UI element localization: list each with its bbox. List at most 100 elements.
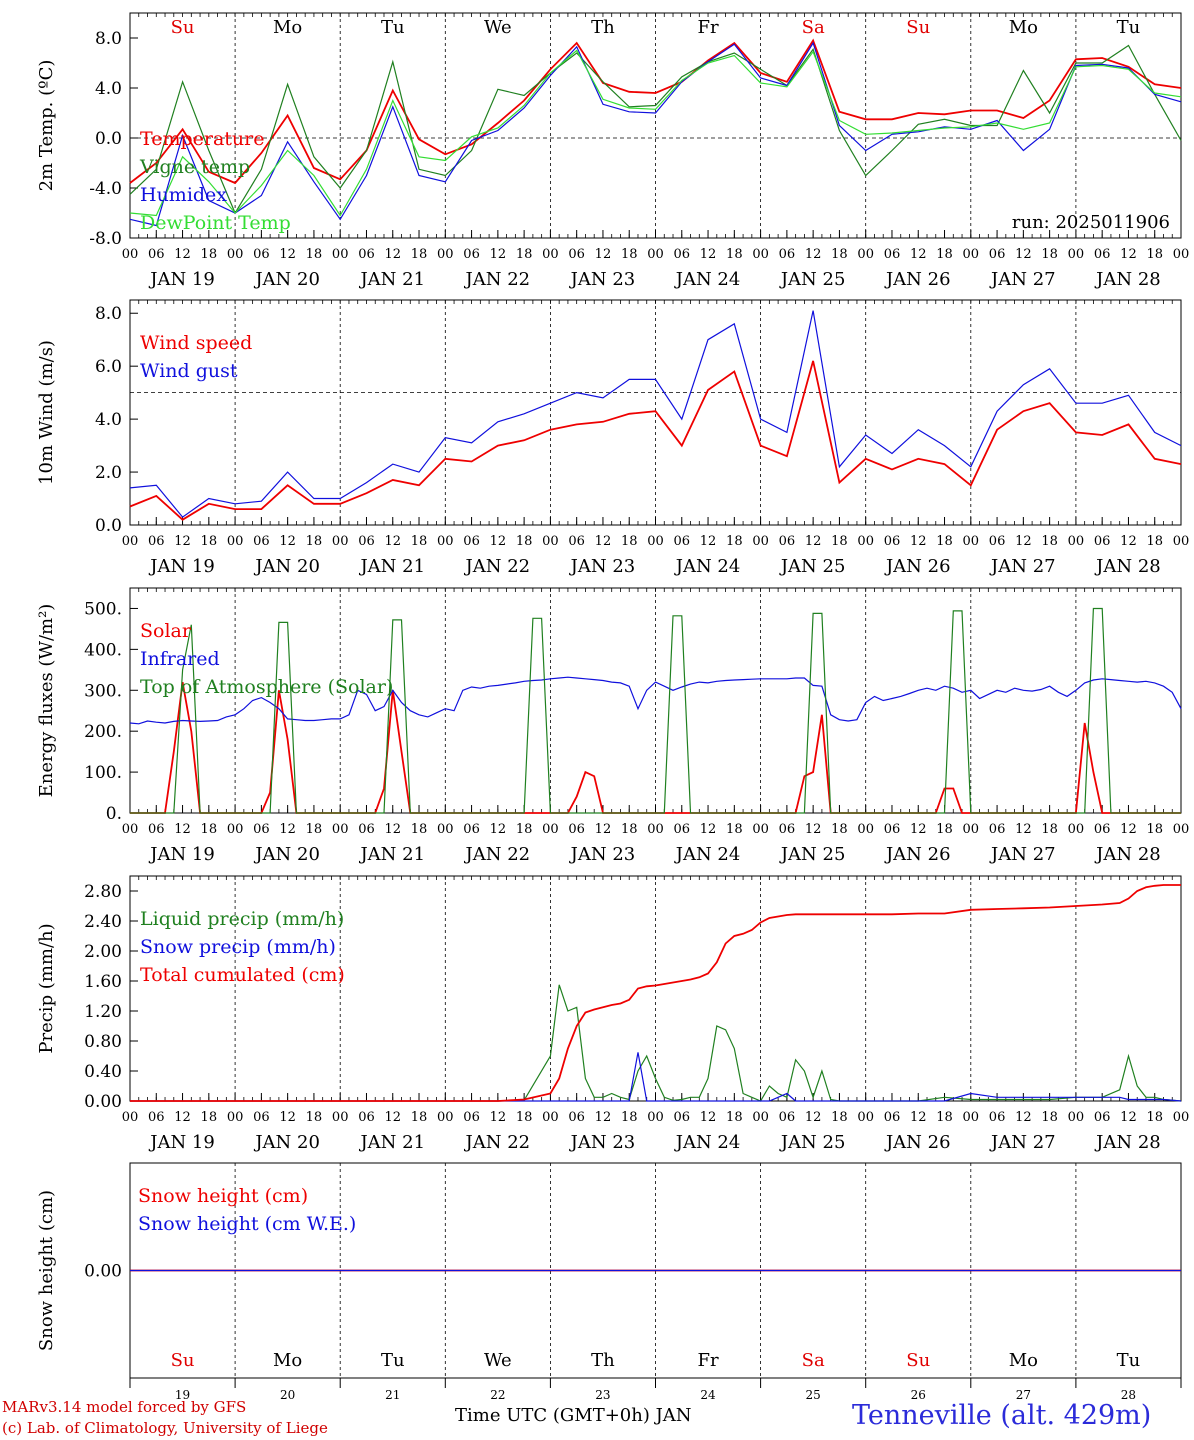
day-label: JAN 20 <box>253 844 320 865</box>
hour-tick-label: 00 <box>1068 534 1085 549</box>
hour-tick-label: 12 <box>1120 534 1137 549</box>
y-tick-label: 8.0 <box>95 304 122 324</box>
day-label: JAN 24 <box>674 556 741 577</box>
day-label: JAN 28 <box>1094 844 1161 865</box>
credit-lab: (c) Lab. of Climatology, University of L… <box>2 1419 328 1437</box>
hour-tick-label: 18 <box>936 822 953 837</box>
hour-tick-label: 12 <box>700 247 717 262</box>
hour-tick-label: 06 <box>568 822 585 837</box>
day-label: JAN 26 <box>884 1132 951 1153</box>
hour-tick-label: 06 <box>884 534 901 549</box>
hour-tick-label: 06 <box>148 534 165 549</box>
hour-tick-label: 06 <box>253 1110 270 1125</box>
hour-tick-label: 18 <box>516 247 533 262</box>
hour-tick-label: 06 <box>884 822 901 837</box>
hour-tick-label: 12 <box>1120 247 1137 262</box>
hour-tick-label: 06 <box>358 822 375 837</box>
legend-entry: Snow height (cm) <box>138 1185 308 1207</box>
panel-wind: 00 06 12 18 00 06 12 18 00 06 12 18 00 06 12 18 00 06 12 18… <box>36 299 1189 577</box>
series-line-infrared <box>129 676 1182 725</box>
hour-tick-label: 12 <box>174 822 191 837</box>
day-label: JAN 24 <box>674 269 741 290</box>
hour-tick-label: 00 <box>122 247 139 262</box>
legend-entry: Vigne temp <box>139 156 250 178</box>
hour-tick-label: 12 <box>279 534 296 549</box>
hour-tick-label: 12 <box>279 247 296 262</box>
hour-tick-label: 00 <box>647 247 664 262</box>
day-label: JAN 21 <box>358 1132 425 1153</box>
hour-tick-label: 06 <box>568 1110 585 1125</box>
hour-tick-label: 06 <box>779 534 796 549</box>
hour-tick-label: 12 <box>805 247 822 262</box>
hour-tick-label: 12 <box>595 1110 612 1125</box>
day-label: JAN 22 <box>464 844 531 865</box>
day-label: JAN 28 <box>1094 269 1161 290</box>
hour-tick-label: 06 <box>989 822 1006 837</box>
panel-precip: 00 06 12 18 00 06 12 18 00 06 12 18 00 06 12 18 00 06 12 18… <box>36 875 1189 1153</box>
hour-tick-label: 00 <box>227 534 244 549</box>
legend-entry: Infrared <box>140 648 220 670</box>
hour-tick-label: 00 <box>857 1110 874 1125</box>
hour-tick-label: 12 <box>174 247 191 262</box>
day-label: JAN 21 <box>358 556 425 577</box>
hour-tick-label: 18 <box>831 822 848 837</box>
y-tick-label: 2.80 <box>84 882 122 902</box>
legend-entry: Total cumulated (cm) <box>140 964 345 986</box>
hour-tick-label: 12 <box>910 534 927 549</box>
y-axis-label: 2m Temp. (ºC) <box>36 60 57 192</box>
day-label: JAN 23 <box>569 1132 636 1153</box>
hour-tick-label: 12 <box>595 247 612 262</box>
hour-tick-label: 00 <box>437 534 454 549</box>
y-tick-label: 0.00 <box>84 1092 122 1112</box>
hour-tick-label: 06 <box>989 247 1006 262</box>
weekday-label-bottom: Su <box>906 1350 930 1371</box>
y-tick-label: -8.0 <box>89 229 122 249</box>
y-tick-label: 400. <box>84 640 122 660</box>
series-line-temperature <box>129 38 1182 185</box>
weekday-label-bottom: Su <box>171 1350 195 1371</box>
hour-tick-label: 06 <box>989 534 1006 549</box>
hour-tick-label: 18 <box>726 822 743 837</box>
hour-tick-label: 00 <box>122 534 139 549</box>
y-axis-label: Energy fluxes (W/m²) <box>36 604 57 798</box>
hour-tick-label: 12 <box>490 1110 507 1125</box>
day-label: JAN 22 <box>464 1132 531 1153</box>
day-number: 22 <box>490 1388 505 1402</box>
hour-tick-label: 06 <box>463 822 480 837</box>
legend-entry: Wind gust <box>140 360 238 382</box>
day-label: JAN 21 <box>358 269 425 290</box>
hour-tick-label: 18 <box>831 534 848 549</box>
y-axis-label: Precip (mm/h) <box>36 923 57 1053</box>
day-label: JAN 23 <box>569 269 636 290</box>
hour-tick-label: 12 <box>805 534 822 549</box>
weekday-label-bottom: We <box>484 1350 512 1371</box>
series-line-wind-speed <box>129 360 1182 521</box>
hour-tick-label: 00 <box>857 247 874 262</box>
hour-tick-label: 00 <box>227 822 244 837</box>
hour-tick-label: 00 <box>963 822 980 837</box>
hour-tick-label: 06 <box>674 1110 691 1125</box>
hour-tick-label: 00 <box>542 822 559 837</box>
day-label: JAN 19 <box>148 556 215 577</box>
day-label: JAN 19 <box>148 269 215 290</box>
y-tick-label: 1.20 <box>84 1002 122 1022</box>
panel-frame <box>129 12 1182 239</box>
hour-tick-label: 00 <box>857 534 874 549</box>
hour-tick-label: 18 <box>621 822 638 837</box>
credit-model: MARv3.14 model forced by GFS <box>2 1398 247 1416</box>
hour-tick-label: 00 <box>963 534 980 549</box>
day-label: JAN 20 <box>253 1132 320 1153</box>
hour-tick-label: 18 <box>726 1110 743 1125</box>
weekday-label-bottom: Mo <box>1009 1350 1038 1371</box>
hour-tick-label: 06 <box>253 822 270 837</box>
y-axis-label: 10m Wind (m/s) <box>36 340 57 485</box>
hour-tick-label: 00 <box>647 822 664 837</box>
hour-tick-label: 12 <box>595 534 612 549</box>
hour-tick-label: 00 <box>1068 822 1085 837</box>
hour-tick-label: 06 <box>148 247 165 262</box>
day-number: 25 <box>806 1388 821 1402</box>
hour-tick-label: 12 <box>700 822 717 837</box>
hour-tick-label: 00 <box>332 822 349 837</box>
hour-tick-label: 18 <box>621 247 638 262</box>
legend-entry: Solar <box>140 620 192 642</box>
